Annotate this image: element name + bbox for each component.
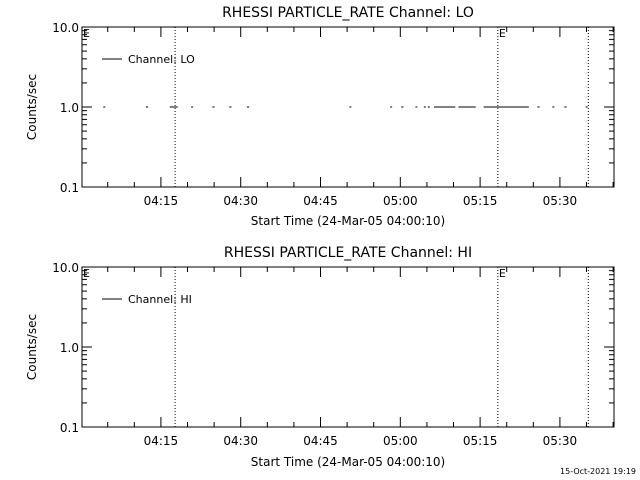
x-tick-label: 05:30 bbox=[543, 434, 578, 448]
x-tick-label: 05:00 bbox=[383, 194, 418, 208]
y-tick-label: 10.0 bbox=[52, 21, 79, 35]
x-axis-label: Start Time (24-Mar-05 04:00:10) bbox=[251, 455, 445, 469]
legend-entry: Channel: LO bbox=[128, 53, 195, 66]
x-tick-label: 05:30 bbox=[543, 194, 578, 208]
footer-timestamp: 15-Oct-2021 19:19 bbox=[560, 467, 636, 476]
x-axis-label: Start Time (24-Mar-05 04:00:10) bbox=[251, 214, 445, 228]
chart-title: RHESSI PARTICLE_RATE Channel: LO bbox=[222, 5, 474, 21]
x-tick-label: 05:00 bbox=[383, 434, 418, 448]
y-tick-label: 10.0 bbox=[52, 261, 79, 275]
event-marker-label: E bbox=[83, 27, 90, 40]
x-tick-label: 05:15 bbox=[463, 194, 498, 208]
event-marker-label: E bbox=[499, 267, 506, 280]
legend-entry: Channel: HI bbox=[128, 293, 192, 306]
x-tick-label: 05:15 bbox=[463, 434, 498, 448]
y-tick-label: 1.0 bbox=[60, 341, 79, 355]
y-axis-label: Counts/sec bbox=[25, 314, 39, 380]
y-axis-label: Counts/sec bbox=[25, 74, 39, 140]
x-tick-label: 04:15 bbox=[144, 194, 179, 208]
chart-panel-hi: RHESSI PARTICLE_RATE Channel: HI Counts/… bbox=[25, 245, 615, 469]
event-marker-label: E bbox=[499, 27, 506, 40]
y-tick-label: 1.0 bbox=[60, 101, 79, 115]
y-tick-label: 0.1 bbox=[60, 181, 79, 195]
chart-title: RHESSI PARTICLE_RATE Channel: HI bbox=[224, 245, 472, 261]
x-tick-label: 04:30 bbox=[223, 194, 258, 208]
x-tick-label: 04:45 bbox=[303, 434, 338, 448]
x-tick-label: 04:15 bbox=[144, 434, 179, 448]
chart-panel-lo: RHESSI PARTICLE_RATE Channel: LO Counts/… bbox=[25, 5, 615, 228]
x-tick-label: 04:45 bbox=[303, 194, 338, 208]
event-marker-label: E bbox=[83, 267, 90, 280]
y-tick-label: 0.1 bbox=[60, 421, 79, 435]
x-tick-label: 04:30 bbox=[223, 434, 258, 448]
